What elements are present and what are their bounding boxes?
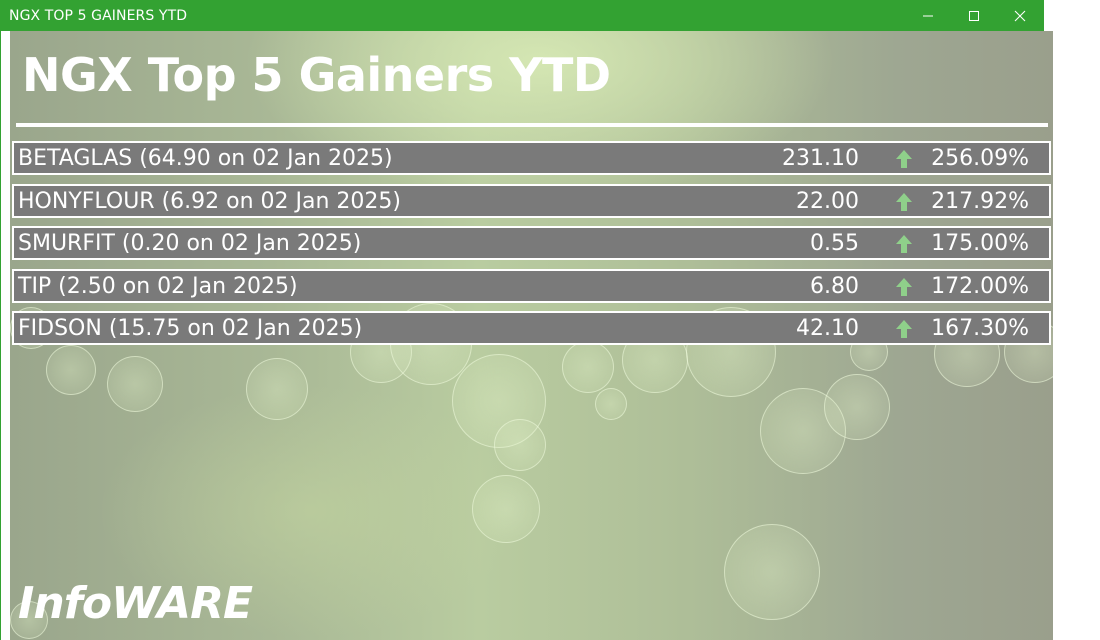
- minimize-icon: [923, 15, 933, 16]
- title-divider: [16, 123, 1048, 127]
- gainer-change: 175.00%: [931, 231, 1029, 256]
- decorative-bubble: [494, 419, 546, 471]
- gainer-row[interactable]: BETAGLAS (64.90 on 02 Jan 2025) 231.10 2…: [12, 141, 1051, 175]
- gainer-price: 6.80: [810, 273, 859, 299]
- decorative-bubble: [595, 388, 627, 420]
- title-bar[interactable]: NGX TOP 5 GAINERS YTD: [0, 0, 1044, 31]
- gainer-row[interactable]: TIP (2.50 on 02 Jan 2025) 6.80 172.00%: [12, 268, 1051, 303]
- minimize-button[interactable]: [905, 0, 951, 31]
- gainer-price: 0.55: [810, 231, 859, 256]
- gainer-row[interactable]: HONYFLOUR (6.92 on 02 Jan 2025) 22.00 21…: [12, 183, 1051, 218]
- decorative-bubble: [246, 358, 308, 420]
- window-border-left: [0, 31, 1, 640]
- gainer-price: 22.00: [796, 188, 859, 214]
- gainer-price: 231.10: [782, 146, 859, 171]
- decorative-bubble: [46, 345, 96, 395]
- gainer-label: SMURFIT (0.20 on 02 Jan 2025): [18, 231, 362, 256]
- up-arrow-icon: [896, 320, 912, 338]
- window-title: NGX TOP 5 GAINERS YTD: [9, 8, 188, 24]
- gainer-label: FIDSON (15.75 on 02 Jan 2025): [18, 316, 363, 341]
- decorative-bubble: [472, 475, 540, 543]
- gainer-change: 256.09%: [931, 146, 1029, 171]
- close-button[interactable]: [997, 0, 1043, 31]
- gainer-label: TIP (2.50 on 02 Jan 2025): [18, 273, 298, 299]
- up-arrow-icon: [896, 235, 912, 253]
- gainer-row[interactable]: FIDSON (15.75 on 02 Jan 2025) 42.10 167.…: [12, 311, 1051, 345]
- infoware-logo: InfoWARE: [18, 578, 253, 629]
- gainer-price: 42.10: [796, 316, 859, 341]
- gainer-change: 167.30%: [931, 316, 1029, 341]
- up-arrow-icon: [896, 277, 912, 296]
- decorative-bubble: [824, 374, 890, 440]
- up-arrow-icon: [896, 150, 912, 168]
- up-arrow-icon: [896, 192, 912, 211]
- gainer-row[interactable]: SMURFIT (0.20 on 02 Jan 2025) 0.55 175.0…: [12, 226, 1051, 260]
- gainer-change: 172.00%: [931, 273, 1029, 299]
- maximize-icon: [969, 10, 979, 21]
- gainer-change: 217.92%: [931, 188, 1029, 214]
- decorative-bubble: [107, 356, 163, 412]
- gainer-label: HONYFLOUR (6.92 on 02 Jan 2025): [18, 188, 402, 214]
- close-icon: [1014, 10, 1026, 21]
- decorative-bubble: [724, 524, 820, 620]
- decorative-bubble: [562, 341, 614, 393]
- maximize-button[interactable]: [951, 0, 997, 31]
- gainers-list: BETAGLAS (64.90 on 02 Jan 2025) 231.10 2…: [12, 141, 1051, 354]
- page-title: NGX Top 5 Gainers YTD: [22, 48, 611, 102]
- decorative-bubble: [10, 601, 48, 639]
- gainer-label: BETAGLAS (64.90 on 02 Jan 2025): [18, 146, 393, 171]
